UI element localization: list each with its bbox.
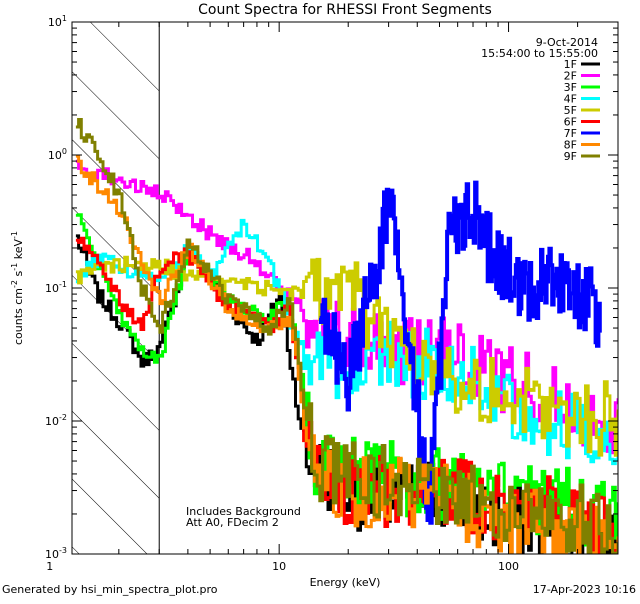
- y-tick-label: 10-2: [45, 413, 67, 428]
- annotation-background: Includes Background: [186, 505, 301, 518]
- series-line-6F: [75, 236, 618, 554]
- legend-label-4F: 4F: [564, 93, 577, 106]
- chart-title: Count Spectra for RHESSI Front Segments: [198, 2, 492, 18]
- legend-label-6F: 6F: [564, 116, 577, 129]
- legend-label-7F: 7F: [564, 127, 577, 140]
- y-axis-label: counts cm-2 s-1 keV-1: [10, 231, 25, 345]
- y-tick-label: 101: [48, 14, 67, 29]
- x-tick-label: 10: [272, 560, 286, 573]
- annotations: Includes Background Att A0, FDecim 2: [186, 505, 301, 529]
- legend-label-9F: 9F: [564, 150, 577, 163]
- x-tick-label: 1: [46, 560, 53, 573]
- legend-time-range: 15:54:00 to 15:55:00: [481, 47, 598, 60]
- x-axis-label: Energy (keV): [310, 576, 381, 589]
- legend-label-1F: 1F: [564, 58, 577, 71]
- legend-date: 9-Oct-2014: [536, 36, 598, 49]
- series-layer: [75, 118, 618, 554]
- series-line-7F: [319, 180, 602, 525]
- y-tick-label: 10-3: [45, 546, 67, 561]
- ticks-layer: 1 10 100 10-3 10-2 10-1 100 101: [45, 14, 619, 573]
- annotation-attenuator: Att A0, FDecim 2: [186, 516, 279, 529]
- series-line-9F: [75, 118, 618, 554]
- legend-label-2F: 2F: [564, 70, 577, 83]
- x-tick-label: 100: [498, 560, 519, 573]
- series-line-5F: [75, 255, 618, 457]
- y-tick-label: 100: [48, 147, 67, 162]
- svg-text:counts cm-2 s-1 keV-1: counts cm-2 s-1 keV-1: [10, 231, 25, 345]
- legend: 9-Oct-2014 15:54:00 to 15:55:00 1F2F3F4F…: [481, 36, 600, 163]
- footer-generated-by: Generated by hsi_min_spectra_plot.pro: [2, 583, 218, 596]
- legend-label-3F: 3F: [564, 81, 577, 94]
- legend-label-5F: 5F: [564, 104, 577, 117]
- legend-label-8F: 8F: [564, 139, 577, 152]
- footer-timestamp: 17-Apr-2023 10:16: [532, 583, 636, 596]
- y-tick-label: 10-1: [45, 280, 67, 295]
